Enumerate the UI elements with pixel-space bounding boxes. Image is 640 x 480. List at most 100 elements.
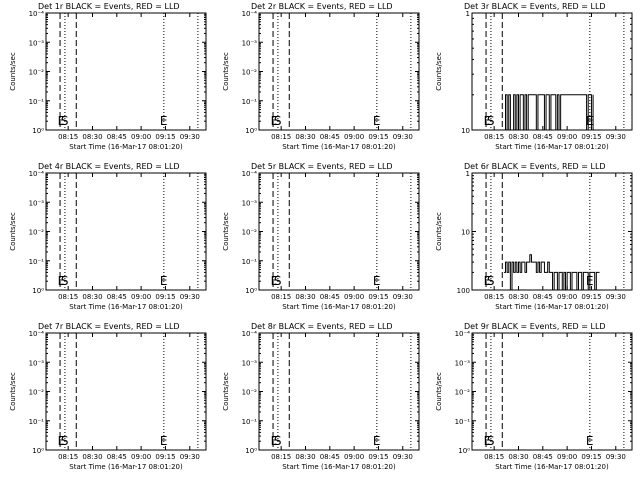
marker-s: S <box>487 114 495 128</box>
y-axis-label: Counts/sec <box>222 52 230 91</box>
x-tick-label: 09:15 <box>368 133 388 141</box>
x-tick-label: 08:45 <box>533 133 553 141</box>
x-tick-label: 08:45 <box>533 453 553 461</box>
x-axis-label: Start Time (16-Mar-17 08:01:20) <box>282 303 396 311</box>
detector-panel-3: Det 3r BLACK = Events, RED = LLD 10 1 08:15… <box>435 2 633 151</box>
x-tick-label: 08:15 <box>58 293 78 301</box>
y-tick-label: 10⁻¹ <box>242 98 258 106</box>
marker-e: E <box>484 274 492 288</box>
y-axis-label: Counts/sec <box>222 372 230 411</box>
marker-s: S <box>61 114 69 128</box>
marker-s: S <box>487 434 495 448</box>
y-tick-label: 10⁻¹ <box>29 258 45 266</box>
y-tick-label: 10⁰ <box>245 127 257 135</box>
y-tick-label: 10⁻¹ <box>29 98 45 106</box>
x-tick-label: 09:15 <box>155 453 175 461</box>
y-tick-label: 10⁻² <box>29 229 45 237</box>
marker-e: E <box>160 274 168 288</box>
y-tick-label: 10 <box>461 229 470 237</box>
x-tick-label: 09:30 <box>180 453 200 461</box>
detector-panel-6: Det 6r BLACK = Events, RED = LLD 100 10 1 08… <box>435 162 633 311</box>
x-tick-label: 08:30 <box>508 453 528 461</box>
y-tick-label: 10⁰ <box>32 287 44 295</box>
x-tick-label: 08:45 <box>107 293 127 301</box>
x-tick-label: 08:30 <box>82 293 102 301</box>
marker-s: S <box>61 274 69 288</box>
x-tick-label: 09:30 <box>606 453 626 461</box>
y-tick-label: 10⁰ <box>32 447 44 455</box>
y-tick-label: 10⁻³ <box>242 39 258 47</box>
detector-panel-1: Det 1r BLACK = Events, RED = LLD 10⁰ 10⁻¹ 1… <box>9 2 207 151</box>
x-tick-label: 08:30 <box>508 293 528 301</box>
x-tick-label: 09:30 <box>606 293 626 301</box>
events-series-line <box>503 94 594 131</box>
x-axis-label: Start Time (16-Mar-17 08:01:20) <box>69 463 183 471</box>
y-tick-label: 10⁰ <box>458 447 470 455</box>
x-tick-label: 09:00 <box>344 453 364 461</box>
marker-e: E <box>586 274 594 288</box>
y-tick-label: 10⁻³ <box>242 199 258 207</box>
x-tick-label: 09:00 <box>344 293 364 301</box>
y-axis-label: Counts/sec <box>9 372 17 411</box>
events-series-line <box>503 254 600 291</box>
x-tick-label: 09:15 <box>581 133 601 141</box>
y-tick-label: 10⁻⁴ <box>29 170 45 178</box>
marker-e: E <box>373 434 381 448</box>
panel-title: Det 7r BLACK = Events, RED = LLD <box>38 322 180 331</box>
x-tick-label: 08:30 <box>295 133 315 141</box>
panel-title: Det 9r BLACK = Events, RED = LLD <box>464 322 606 331</box>
x-tick-label: 09:30 <box>180 293 200 301</box>
detector-panel-5: Det 5r BLACK = Events, RED = LLD 10⁰ 10⁻¹ 1… <box>222 162 420 311</box>
x-axis-label: Start Time (16-Mar-17 08:01:20) <box>69 303 183 311</box>
x-tick-label: 09:00 <box>557 453 577 461</box>
detector-panel-4: Det 4r BLACK = Events, RED = LLD 10⁰ 10⁻¹ 1… <box>9 162 207 311</box>
plot-frame <box>258 12 420 131</box>
x-tick-label: 09:15 <box>581 293 601 301</box>
x-axis-label: Start Time (16-Mar-17 08:01:20) <box>282 143 396 151</box>
y-tick-label: 10⁻² <box>242 69 258 77</box>
marker-s: S <box>274 114 282 128</box>
panel-title: Det 3r BLACK = Events, RED = LLD <box>464 2 606 11</box>
x-tick-label: 08:15 <box>271 133 291 141</box>
marker-e: E <box>58 274 66 288</box>
x-tick-label: 09:00 <box>557 133 577 141</box>
panel-title: Det 6r BLACK = Events, RED = LLD <box>464 162 606 171</box>
x-tick-label: 08:45 <box>320 453 340 461</box>
x-tick-label: 09:15 <box>155 293 175 301</box>
y-tick-label: 10⁻³ <box>29 199 45 207</box>
panel-title: Det 2r BLACK = Events, RED = LLD <box>251 2 393 11</box>
y-axis-label: Counts/sec <box>435 212 443 251</box>
x-tick-label: 08:15 <box>58 453 78 461</box>
y-tick-label: 10⁻¹ <box>29 418 45 426</box>
x-tick-label: 08:45 <box>533 293 553 301</box>
x-tick-label: 08:30 <box>508 133 528 141</box>
x-tick-label: 08:15 <box>58 133 78 141</box>
y-tick-label: 10⁻⁴ <box>242 330 258 338</box>
y-tick-label: 10⁻³ <box>29 39 45 47</box>
marker-e: E <box>271 274 279 288</box>
x-tick-label: 08:45 <box>107 453 127 461</box>
x-axis-label: Start Time (16-Mar-17 08:01:20) <box>495 303 609 311</box>
y-tick-label: 10⁻⁴ <box>29 330 45 338</box>
marker-e: E <box>58 434 66 448</box>
x-axis-label: Start Time (16-Mar-17 08:01:20) <box>495 143 609 151</box>
y-tick-label: 10⁻² <box>29 389 45 397</box>
marker-e: E <box>160 114 168 128</box>
x-tick-label: 09:15 <box>155 133 175 141</box>
y-tick-label: 1 <box>466 170 470 178</box>
marker-e: E <box>586 434 594 448</box>
x-tick-label: 09:00 <box>131 133 151 141</box>
x-tick-label: 09:00 <box>131 453 151 461</box>
x-tick-label: 09:30 <box>393 293 413 301</box>
marker-s: S <box>487 274 495 288</box>
y-tick-label: 10⁻³ <box>242 359 258 367</box>
marker-e: E <box>58 114 66 128</box>
x-tick-label: 08:30 <box>82 133 102 141</box>
x-tick-label: 08:15 <box>271 293 291 301</box>
x-axis-label: Start Time (16-Mar-17 08:01:20) <box>282 463 396 471</box>
x-tick-label: 09:30 <box>393 453 413 461</box>
y-tick-label: 10⁻¹ <box>242 418 258 426</box>
plot-frame <box>471 332 633 451</box>
panel-title: Det 1r BLACK = Events, RED = LLD <box>38 2 180 11</box>
y-tick-label: 10⁻³ <box>455 359 471 367</box>
